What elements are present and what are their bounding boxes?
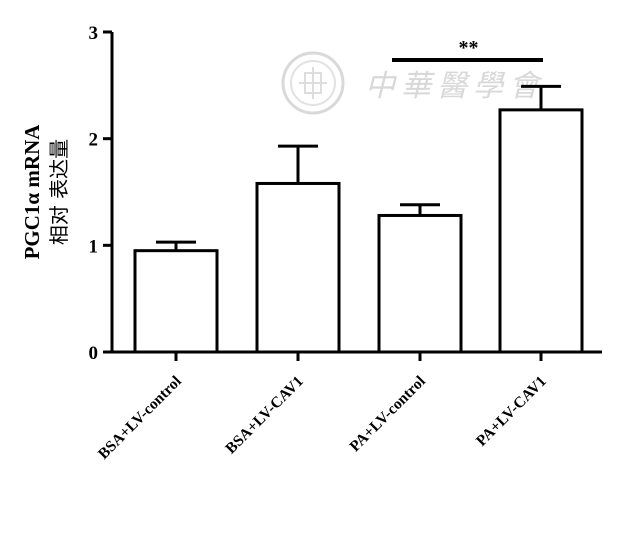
significance-stars: ** — [459, 37, 479, 59]
significance-annotation: ** — [392, 37, 543, 62]
error-bars — [156, 84, 561, 251]
y-axis-ticks: 0 1 2 3 — [89, 23, 112, 364]
bar — [498, 108, 584, 354]
watermark-seal-icon — [281, 51, 345, 115]
y-tick-label: 0 — [89, 343, 99, 364]
x-category-label: PA+LV-control — [346, 372, 429, 455]
watermark-text: 中華醫學會 — [365, 69, 545, 104]
bar — [133, 249, 219, 354]
watermark: 中華醫學會 — [281, 51, 545, 115]
y-axis-title: PGC1α mRNA 相对 表达量 — [20, 124, 71, 260]
bar — [377, 213, 463, 354]
x-axis-category-labels: BSA+LV-control BSA+LV-CAV1 PA+LV-control PA… — [95, 372, 550, 462]
y-axis-label-line1: PGC1α mRNA — [20, 124, 44, 260]
y-tick-label: 2 — [89, 130, 99, 151]
x-category-label: BSA+LV-CAV1 — [222, 373, 306, 457]
bar — [255, 181, 341, 354]
bars — [133, 108, 584, 354]
y-tick-label: 1 — [89, 236, 99, 257]
x-category-label: PA+LV-CAV1 — [473, 373, 550, 450]
y-tick-label: 3 — [89, 23, 99, 44]
y-axis-label-line2: 相对 表达量 — [47, 139, 71, 245]
x-category-label: BSA+LV-control — [95, 372, 185, 462]
